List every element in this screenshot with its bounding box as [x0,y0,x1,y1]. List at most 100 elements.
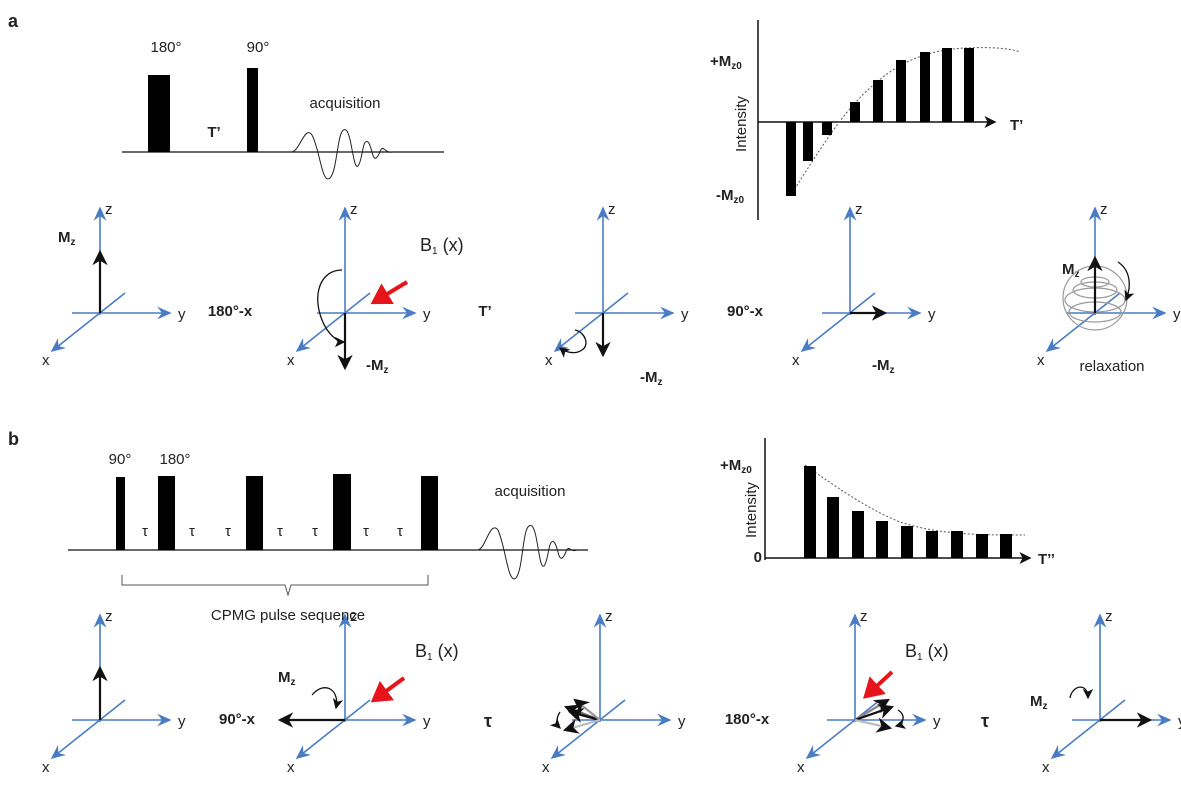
delay-label: τ [363,523,369,540]
magnetization-label: Mz [58,229,76,248]
axis-label: z [855,201,863,218]
axis-label: y [423,306,431,323]
bar [850,102,860,122]
step-label: τ [981,711,989,731]
axis-label: x [287,352,295,369]
axis-label: y [178,713,186,730]
bar [786,122,796,196]
step-label: T’ [478,303,491,320]
step-label: 180°-x [725,711,770,728]
inversion-recovery-plot [757,20,1021,220]
axis [295,699,371,759]
bar [803,122,813,161]
step-label: 90°-x [219,711,256,728]
axis-label: x [792,352,800,369]
pulse-sequence [68,474,588,597]
axis-label: x [1037,352,1045,369]
axis-label: y [933,713,941,730]
pulse-label: 90° [247,39,270,56]
axis-label: z [608,201,616,218]
vector-arrows [92,249,1135,371]
pulse-label: 180° [159,451,190,468]
axis [550,699,626,759]
bar [852,511,864,558]
y-top-label: +Mz0 [720,457,752,476]
cpmg-decay-plot [764,438,1032,564]
axis-label: x [42,759,50,776]
pulse-sequence [122,68,444,180]
bar [920,52,930,122]
panel-label: a [8,11,19,31]
bar [976,534,988,558]
bar [896,60,906,122]
y-bottom-label: 0 [754,549,762,566]
coordinate-axes: z y x [1042,608,1181,776]
delay-label: τ [225,523,231,540]
axis-label: x [42,352,50,369]
bar [964,48,974,122]
b1-label: B1 (x) [420,235,464,257]
bar [873,80,883,122]
axis [805,699,881,759]
magnetization-label: Mz [1030,693,1048,712]
coordinate-axes: z y x [542,608,686,776]
y-top-label: +Mz0 [710,53,742,72]
axis-label: y [928,306,936,323]
axis-label: y [423,713,431,730]
panel-label: b [8,429,19,449]
y-axis-label: Intensity [733,96,750,152]
axis-label: z [105,608,113,625]
delay-label: τ [397,523,403,540]
bar [822,122,832,135]
pulse-label: 90° [109,451,132,468]
axis-label: z [605,608,613,625]
magnetization-label: -Mz [872,357,895,376]
bar [926,531,938,558]
bar [942,48,952,122]
axis-label: x [545,352,553,369]
y-axis-label: Intensity [743,482,760,538]
b1-label: B1 (x) [905,641,949,663]
step-label: τ [484,711,492,731]
axis [1045,292,1121,352]
axis-label: x [797,759,805,776]
delay-label: τ [142,523,148,540]
axis [295,292,371,352]
bar [827,497,839,558]
x-axis-label: T’’ [1038,551,1055,568]
b1-label: B1 (x) [415,641,459,663]
coordinate-axes: z y x [42,608,186,776]
axis [50,292,126,352]
magnetization-label: Mz [1062,261,1080,280]
coordinate-axes: z y x [545,201,689,369]
sequence-caption: CPMG pulse sequence [211,607,365,624]
coordinate-axes: z y x [1037,201,1181,369]
x-axis-label: T’ [1010,117,1023,134]
axis-label: z [350,608,358,625]
axis-label: y [178,306,186,323]
axis-label: y [1178,713,1181,730]
axis-label: z [1100,201,1108,218]
bar [876,521,888,558]
step-label: 180°-x [208,303,253,320]
axis [553,292,629,352]
acquisition-label: acquisition [310,95,381,112]
acquisition-label: acquisition [495,483,566,500]
magnetization-label: -Mz [640,369,663,388]
axis-label: x [542,759,550,776]
coordinate-axes: z y x [287,608,431,776]
coordinate-axes: z y x [287,201,431,369]
vector-arrows [92,665,1153,734]
axis-label: x [1042,759,1050,776]
coordinate-axes: z y x [42,201,186,369]
pulse-label: 180° [150,39,181,56]
axis-label: y [681,306,689,323]
axis [800,292,876,352]
delay-label: τ [189,523,195,540]
delay-label: T’ [207,124,220,141]
axis-label: x [287,759,295,776]
axis [1050,699,1126,759]
bar [951,531,963,558]
axis-label: z [860,608,868,625]
